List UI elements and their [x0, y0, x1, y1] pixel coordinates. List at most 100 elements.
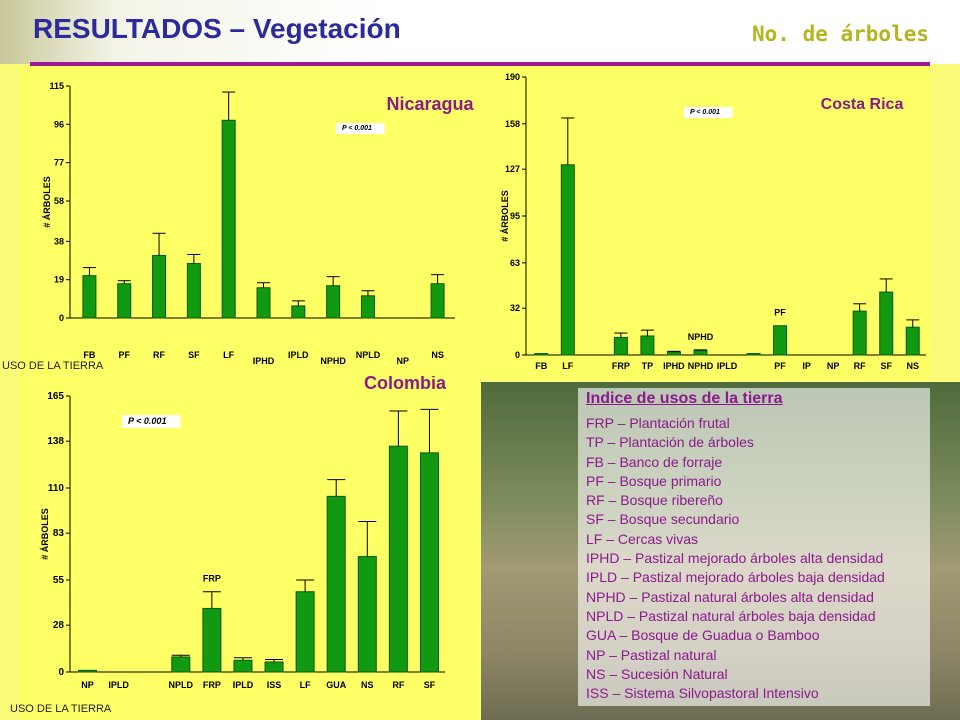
header-bar: [0, 0, 960, 64]
y-tick-label: 115: [49, 81, 64, 91]
bar: [640, 335, 655, 356]
bar: [693, 350, 708, 356]
y-axis-label: # ÁRBOLES: [500, 190, 510, 242]
x-tick-label: PF: [774, 361, 786, 371]
x-tick-label: RF: [854, 361, 866, 371]
bar-annotation: PF: [774, 308, 786, 318]
bar: [534, 353, 549, 356]
x-tick-label: NS: [906, 361, 919, 371]
x-tick-label: FRP: [203, 680, 221, 690]
legend-item: FB – Banco de forraje: [586, 453, 723, 470]
bar: [171, 656, 191, 673]
x-tick-label: IPLD: [288, 350, 309, 360]
y-tick-label: 83: [53, 528, 65, 539]
y-tick-label: 32: [510, 303, 520, 313]
y-tick-label: 77: [54, 158, 64, 168]
bar: [430, 283, 445, 319]
x-tick-label: NS: [431, 350, 444, 360]
xlabel-colombia: USO DE LA TIERRA: [10, 703, 112, 715]
annotation-text: P < 0.001: [342, 125, 372, 132]
bar: [233, 659, 253, 673]
annotation-text: P < 0.001: [128, 416, 166, 426]
x-tick-label: GUA: [326, 680, 347, 690]
page-title: RESULTADOS – Vegetación: [33, 13, 401, 44]
bar: [256, 287, 271, 319]
y-tick-label: 158: [505, 119, 520, 129]
x-tick-label: PF: [118, 350, 130, 360]
bar: [852, 310, 867, 356]
y-tick-label: 95: [510, 211, 520, 221]
bar: [117, 283, 132, 319]
legend-item: PF – Bosque primario: [586, 472, 722, 489]
y-tick-label: 0: [58, 667, 64, 678]
x-tick-label: NPHD: [320, 356, 346, 366]
x-tick-label: NPLD: [169, 680, 194, 690]
legend-item: GUA – Bosque de Guadua o Bamboo: [586, 627, 820, 644]
annotation-box: [336, 123, 385, 134]
legend-item: TP – Plantación de árboles: [586, 434, 754, 451]
bar: [82, 275, 97, 319]
x-tick-label: NP: [827, 361, 840, 371]
x-tick-label: IPHD: [663, 361, 685, 371]
y-tick-label: 96: [54, 119, 64, 129]
x-tick-label: IP: [802, 361, 811, 371]
y-tick-label: 63: [510, 258, 520, 268]
bar: [326, 495, 346, 673]
legend-item: LF – Cercas vivas: [586, 530, 699, 547]
bar: [357, 556, 377, 673]
bar: [221, 119, 236, 319]
bar: [773, 325, 788, 356]
page-subtitle: No. de árboles: [752, 22, 930, 46]
x-tick-label: NPHD: [688, 361, 714, 371]
bar-annotation: FRP: [203, 574, 221, 584]
x-tick-label: NP: [81, 680, 94, 690]
chart-title: Nicaragua: [386, 94, 474, 114]
chart-colombia: 0 28 55 83 110 138 165 # ÁRBOLES Colombia P < 0.0…: [40, 376, 447, 690]
legend-title: Indice de usos de la tierra: [586, 390, 783, 407]
bar: [746, 353, 761, 356]
bar: [202, 607, 222, 673]
y-tick-label: 19: [54, 275, 64, 285]
legend-item: FRP – Plantación frutal: [586, 415, 730, 431]
x-tick-label: FB: [535, 361, 547, 371]
bar: [152, 254, 167, 319]
bar: [613, 336, 628, 356]
bar: [879, 291, 894, 356]
x-tick-label: TP: [642, 361, 654, 371]
legend-item: IPHD – Pastizal mejorado árboles alta de…: [586, 550, 884, 567]
bar: [326, 285, 341, 319]
y-tick-label: 165: [47, 391, 64, 402]
bar: [905, 326, 920, 356]
x-tick-label: IPLD: [233, 680, 254, 690]
legend-item: NP – Pastizal natural: [586, 646, 717, 663]
legend-list: FRP – Plantación frutal TP – Plantación …: [586, 414, 885, 703]
bar: [186, 263, 201, 319]
bar: [291, 305, 306, 319]
x-tick-label: IPLD: [108, 680, 129, 690]
legend-panel: [578, 388, 930, 706]
legend-item: NS – Sucesión Natural: [586, 665, 728, 682]
legend-item: SF – Bosque secundario: [586, 511, 740, 528]
bar: [360, 295, 375, 319]
x-tick-label: SF: [424, 680, 436, 690]
legend-item: NPLD – Pastizal natural árboles baja den…: [586, 607, 876, 624]
chart-title: Costa Rica: [821, 96, 904, 113]
x-tick-label: SF: [188, 350, 200, 360]
y-tick-label: 0: [515, 350, 520, 360]
chart-costarica: 0 32 63 95 127 158 190 # ÁRBOLES Costa Rica P < 0…: [500, 72, 926, 371]
legend-item: NPHD – Pastizal natural árboles alta den…: [586, 588, 874, 605]
y-tick-label: 58: [54, 196, 64, 206]
bar: [264, 661, 284, 673]
x-tick-label: LF: [223, 350, 234, 360]
y-tick-label: 28: [53, 620, 65, 631]
x-tick-label: NPLD: [356, 350, 381, 360]
bar: [295, 591, 315, 673]
legend-item: IPLD – Pastizal mejorado árboles baja de…: [586, 569, 885, 586]
x-tick-label: NS: [361, 680, 374, 690]
x-tick-label: LF: [300, 680, 311, 690]
xlabel-nicaragua: USO DE LA TIERRA: [2, 360, 104, 372]
x-tick-label: NP: [397, 356, 410, 366]
bar: [419, 452, 439, 673]
chart-panel-nicaragua: [20, 66, 486, 376]
y-tick-label: 55: [53, 575, 65, 586]
